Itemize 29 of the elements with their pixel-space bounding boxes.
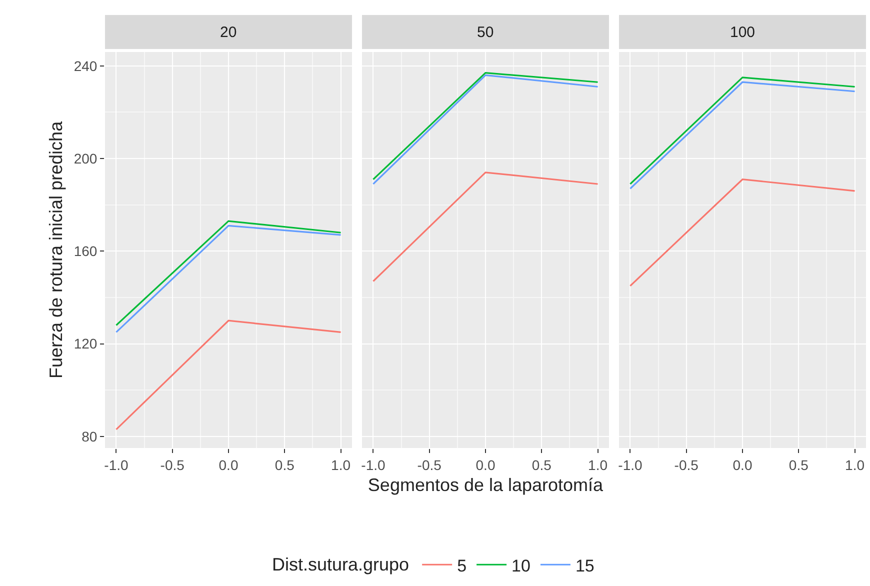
x-tick-label: 1.0 (331, 456, 351, 473)
y-tick-label: 200 (74, 150, 98, 166)
x-tick-label: 1.0 (588, 456, 608, 473)
x-tick-label: -0.5 (417, 456, 442, 473)
legend-label: 5 (457, 556, 467, 576)
chart-title: 50 (477, 24, 494, 41)
x-tick-label: 1.0 (845, 456, 865, 473)
x-tick-label: 0.0 (732, 456, 752, 473)
y-axis-title: Fuerza de rotura inicial predicha (46, 120, 66, 379)
y-tick-label: 160 (74, 243, 98, 260)
y-tick-label: 120 (74, 336, 98, 352)
x-axis-title: Segmentos de la laparotomía (368, 474, 604, 495)
chart-title: 20 (220, 24, 237, 41)
chart-title: 100 (730, 24, 756, 41)
legend-label: 10 (512, 556, 530, 576)
y-tick-label: 240 (74, 58, 98, 74)
x-tick-label: -0.5 (674, 456, 699, 473)
x-tick-label: 0.0 (476, 456, 496, 473)
y-tick-label: 80 (82, 428, 98, 444)
legend-label: 15 (575, 556, 594, 576)
legend-title: Dist.sutura.grupo (272, 554, 410, 574)
x-tick-label: -0.5 (160, 456, 185, 473)
x-tick-label: 0.5 (532, 456, 552, 473)
x-tick-label: 0.5 (274, 456, 295, 473)
x-tick-label: -1.0 (618, 456, 643, 473)
x-tick-label: -1.0 (361, 456, 386, 473)
x-tick-label: -1.0 (104, 456, 129, 473)
x-tick-label: 0.0 (218, 456, 238, 473)
x-tick-label: 0.5 (788, 456, 809, 473)
